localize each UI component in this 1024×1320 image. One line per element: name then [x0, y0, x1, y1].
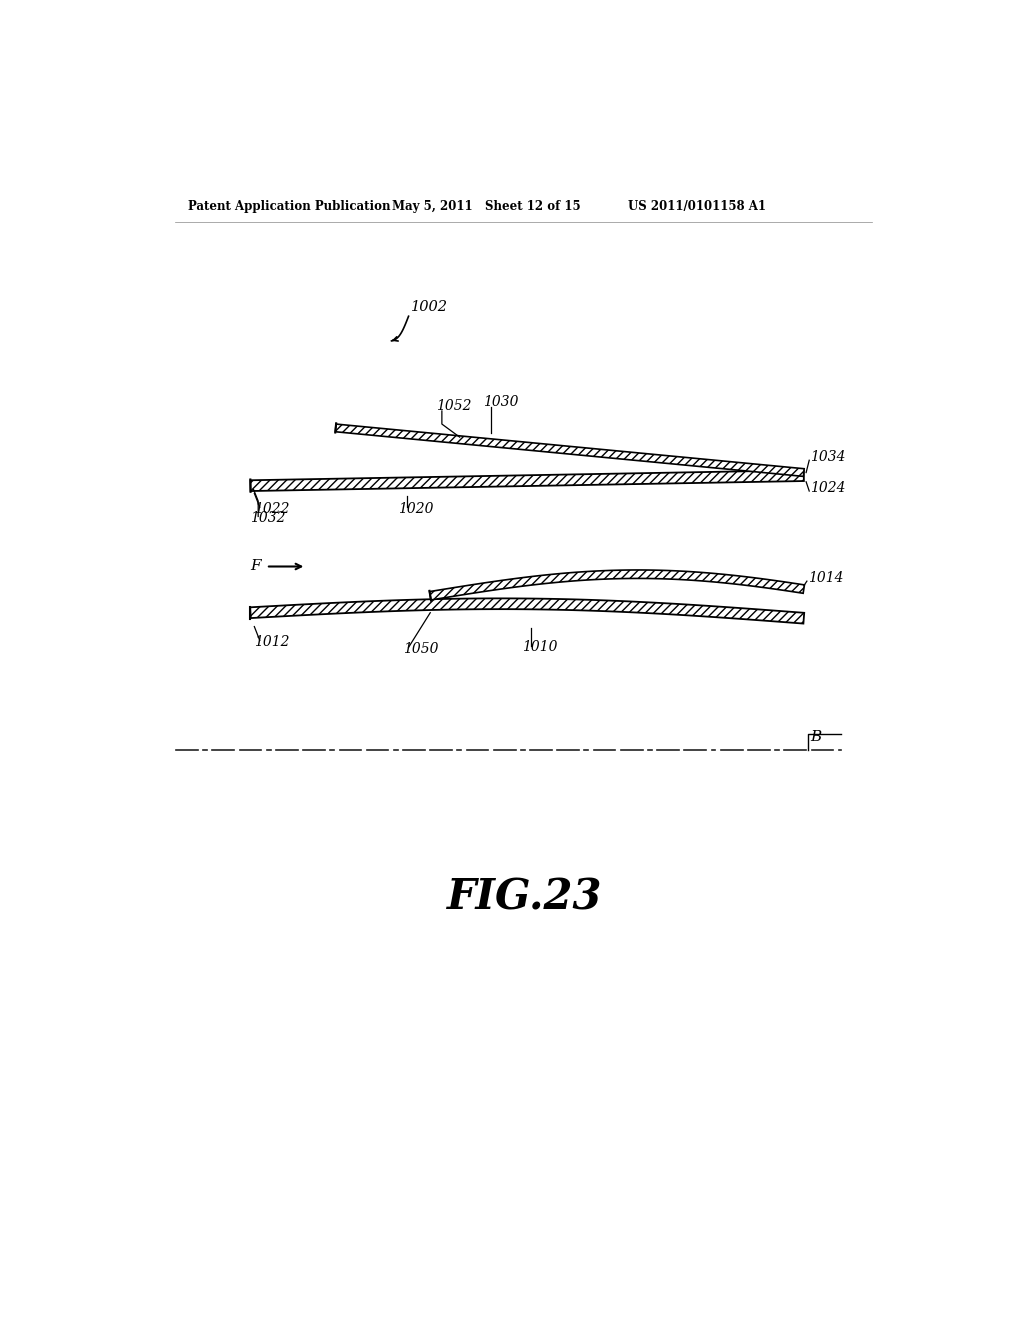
Text: 1050: 1050	[403, 642, 438, 656]
Text: FIG.23: FIG.23	[447, 876, 602, 919]
Text: 1022: 1022	[254, 502, 289, 516]
Text: 1002: 1002	[411, 300, 447, 314]
Text: 1014: 1014	[808, 572, 843, 585]
Text: 1052: 1052	[436, 400, 472, 413]
Text: US 2011/0101158 A1: US 2011/0101158 A1	[628, 199, 766, 213]
Polygon shape	[335, 424, 804, 477]
Text: B: B	[810, 730, 821, 743]
Text: 1024: 1024	[810, 480, 846, 495]
Text: Patent Application Publication: Patent Application Publication	[188, 199, 391, 213]
Text: 1012: 1012	[254, 635, 289, 649]
Text: 1030: 1030	[483, 396, 518, 409]
Polygon shape	[250, 598, 804, 623]
Text: 1020: 1020	[397, 502, 433, 516]
Text: 1032: 1032	[251, 511, 286, 525]
Polygon shape	[429, 570, 805, 599]
Text: 1034: 1034	[810, 450, 846, 465]
Text: May 5, 2011   Sheet 12 of 15: May 5, 2011 Sheet 12 of 15	[391, 199, 581, 213]
Text: 1010: 1010	[521, 640, 557, 655]
Polygon shape	[250, 470, 804, 491]
Text: F: F	[251, 560, 261, 573]
